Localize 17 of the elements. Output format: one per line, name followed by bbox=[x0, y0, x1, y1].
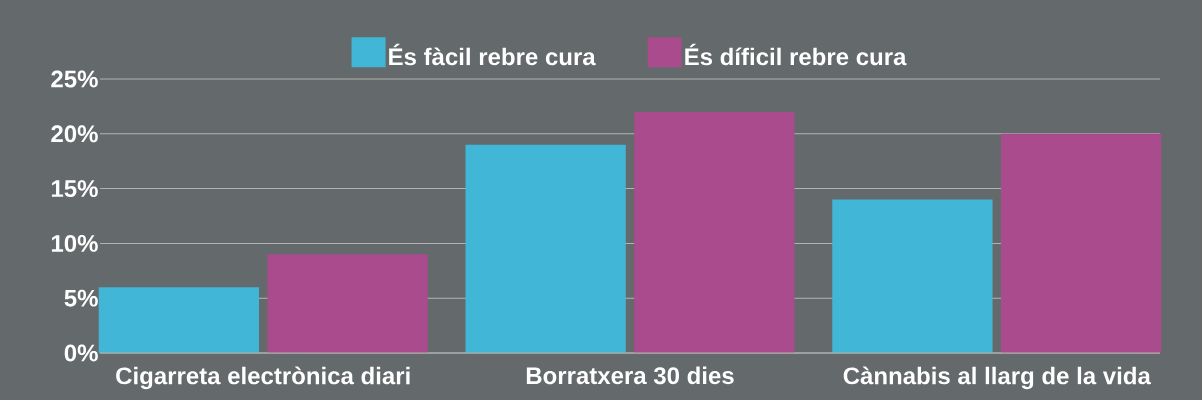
y-tick-label: 15% bbox=[51, 180, 98, 198]
y-tick-label: 25% bbox=[51, 70, 98, 88]
x-tick-label: Borratxera 30 dies bbox=[526, 366, 734, 385]
legend-label: És díficil rebre cura bbox=[685, 43, 907, 66]
bar bbox=[267, 254, 428, 353]
y-tick-label: 20% bbox=[51, 125, 98, 143]
y-tick-label: 10% bbox=[51, 234, 98, 252]
bar bbox=[832, 199, 993, 353]
bar bbox=[98, 287, 259, 353]
x-tick-label: Cànnabis al llarg de la vida bbox=[843, 366, 1151, 390]
bar bbox=[465, 144, 626, 353]
bar bbox=[634, 111, 795, 353]
x-tick-label: Cigarreta electrònica diari bbox=[116, 366, 410, 390]
y-tick-label: 0% bbox=[64, 344, 98, 362]
y-tick-label: 5% bbox=[64, 289, 98, 307]
legend-label: És fàcil rebre cura bbox=[389, 43, 596, 66]
bar bbox=[1000, 133, 1162, 353]
